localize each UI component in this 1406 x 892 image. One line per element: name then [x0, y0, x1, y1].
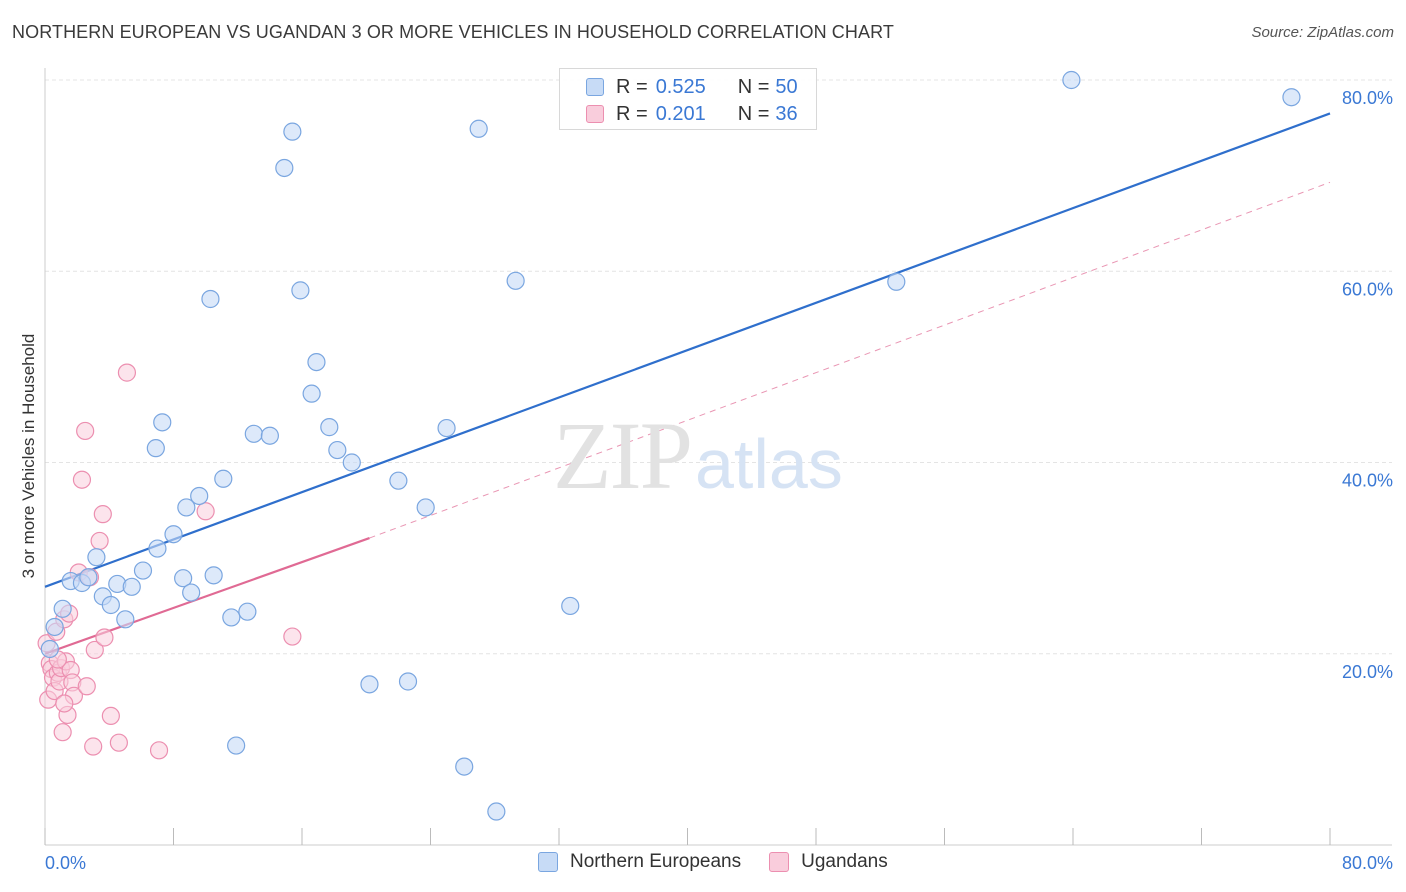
point-ugandans — [90, 531, 109, 551]
y-tick-label: 60.0% — [1342, 279, 1393, 299]
r-label: R = — [616, 102, 648, 125]
point-northern-europeans — [887, 272, 906, 291]
point-northern-europeans — [116, 610, 135, 629]
point-northern-europeans — [328, 440, 347, 460]
point-northern-europeans — [222, 608, 241, 627]
point-northern-europeans — [53, 599, 72, 618]
point-ugandans — [55, 694, 74, 713]
point-northern-europeans — [360, 675, 379, 694]
point-ugandans — [95, 628, 114, 647]
point-northern-europeans — [275, 158, 294, 178]
point-ugandans — [72, 470, 92, 489]
point-northern-europeans — [1062, 70, 1081, 90]
legend-label: Northern Europeans — [570, 851, 742, 872]
correlation-legend: R = 0.525 N = 50 R = 0.201 N = 36 — [559, 68, 817, 130]
trendline-northern-europeans — [44, 112, 1331, 588]
blue-swatch-icon — [538, 852, 558, 872]
point-northern-europeans — [455, 757, 474, 776]
point-ugandans — [93, 505, 112, 524]
point-northern-europeans — [146, 439, 165, 458]
point-northern-europeans — [291, 281, 310, 300]
point-ugandans — [76, 421, 95, 441]
point-ugandans — [149, 741, 169, 760]
gridlines — [45, 79, 1392, 655]
point-northern-europeans — [148, 539, 167, 558]
point-northern-europeans — [101, 595, 120, 615]
point-ugandans — [196, 502, 215, 521]
point-northern-europeans — [307, 352, 326, 372]
point-northern-europeans — [302, 384, 321, 403]
point-northern-europeans — [201, 289, 220, 309]
point-northern-europeans — [320, 418, 339, 437]
point-northern-europeans — [469, 119, 488, 138]
point-ugandans — [85, 640, 104, 660]
point-northern-europeans — [204, 566, 223, 585]
y-tick-label: 20.0% — [1342, 662, 1393, 682]
point-ugandans — [109, 733, 128, 752]
data-points — [37, 70, 1301, 821]
point-ugandans — [77, 677, 96, 696]
pink-swatch-icon — [769, 852, 790, 872]
point-northern-europeans — [561, 596, 580, 616]
point-ugandans — [84, 737, 103, 756]
point-northern-europeans — [398, 672, 418, 691]
y-tick-label: 40.0% — [1342, 471, 1393, 491]
point-ugandans — [283, 627, 302, 646]
point-ugandans — [53, 723, 72, 742]
point-northern-europeans — [238, 602, 257, 621]
x-tick-label: 0.0% — [45, 853, 86, 873]
point-ugandans — [117, 363, 137, 382]
point-northern-europeans — [244, 424, 263, 443]
point-northern-europeans — [487, 802, 506, 821]
axis-labels: 20.0% 40.0% 60.0% 80.0% 0.0% 80.0% 3 or more V… — [19, 88, 1393, 873]
point-northern-europeans — [182, 583, 201, 602]
point-northern-europeans — [79, 568, 98, 587]
legend-row-northern-europeans: R = 0.525 N = 50 — [586, 74, 798, 100]
point-northern-europeans — [437, 418, 456, 438]
point-northern-europeans — [1282, 88, 1301, 107]
n-value: 36 — [775, 102, 798, 125]
point-northern-europeans — [177, 498, 196, 517]
series-legend: Northern Europeans Ugandans — [538, 851, 916, 873]
axes — [44, 68, 1392, 846]
chart-source: Source: ZipAtlas.com — [1251, 24, 1394, 41]
point-northern-europeans — [227, 736, 246, 755]
y-tick-label: 80.0% — [1342, 88, 1393, 108]
point-northern-europeans — [283, 122, 302, 141]
point-northern-europeans — [87, 548, 106, 567]
legend-row-ugandans: R = 0.201 N = 36 — [586, 101, 798, 127]
point-northern-europeans — [40, 639, 59, 659]
point-ugandans — [101, 706, 120, 726]
chart-title: NORTHERN EUROPEAN VS UGANDAN 3 OR MORE V… — [12, 22, 894, 42]
x-tick-label: 80.0% — [1342, 853, 1393, 873]
blue-swatch-icon — [586, 78, 604, 96]
point-northern-europeans — [506, 271, 525, 290]
r-value: 0.525 — [655, 75, 706, 98]
r-label: R = — [616, 75, 648, 98]
point-northern-europeans — [122, 577, 141, 596]
point-northern-europeans — [164, 525, 183, 544]
point-northern-europeans — [190, 486, 209, 506]
point-northern-europeans — [416, 498, 435, 517]
y-axis-label: 3 or more Vehicles in Household — [19, 334, 38, 579]
n-value: 50 — [775, 75, 798, 98]
n-label: N = — [737, 75, 770, 98]
r-value: 0.201 — [655, 102, 706, 125]
point-northern-europeans — [214, 469, 233, 488]
point-northern-europeans — [133, 561, 153, 580]
legend-item-ugandans: Ugandans — [769, 851, 888, 873]
legend-label: Ugandans — [801, 851, 888, 872]
pink-swatch-icon — [586, 105, 604, 123]
trendlines — [44, 112, 1331, 655]
point-northern-europeans — [45, 617, 64, 637]
legend-item-northern-europeans: Northern Europeans — [538, 851, 741, 873]
n-label: N = — [737, 102, 770, 125]
point-northern-europeans — [153, 413, 172, 432]
point-northern-europeans — [389, 471, 408, 490]
point-northern-europeans — [174, 569, 193, 588]
trendline-ugandans-extension — [369, 181, 1331, 539]
point-northern-europeans — [260, 426, 279, 445]
point-northern-europeans — [342, 453, 361, 472]
